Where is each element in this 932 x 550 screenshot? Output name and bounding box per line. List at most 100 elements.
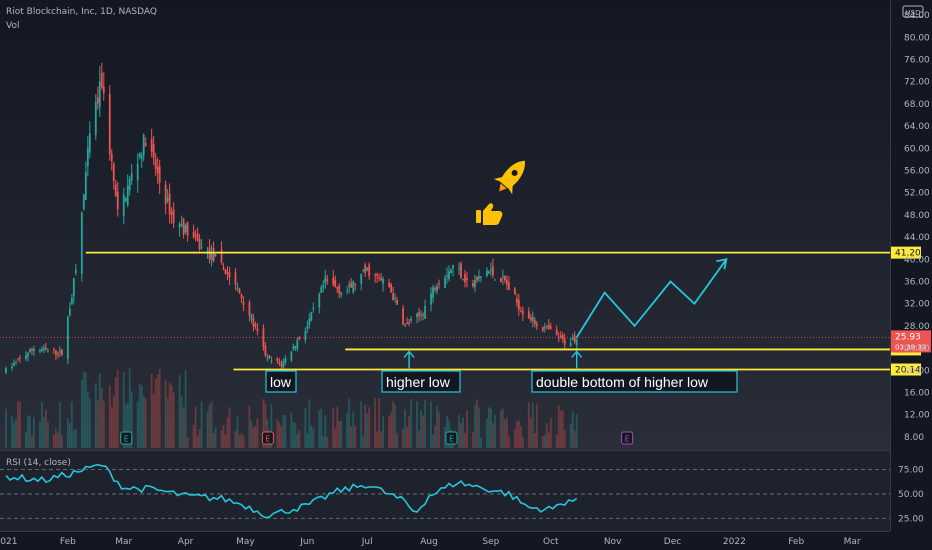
candle-body: [474, 279, 476, 288]
y-tick-label: 24.00: [904, 344, 930, 354]
candle-body: [436, 286, 438, 291]
volume-bar: [84, 372, 87, 448]
candle-body: [47, 350, 49, 352]
candle-body: [513, 288, 516, 295]
volume-bar: [208, 405, 211, 448]
volume-bar: [340, 420, 343, 448]
volume-bar: [324, 415, 327, 448]
volume-bar: [390, 412, 393, 448]
candle-body: [41, 349, 43, 352]
volume-bar: [252, 428, 255, 448]
volume-bar: [43, 417, 45, 448]
volume-bar: [168, 382, 171, 448]
candle-body: [74, 269, 77, 274]
volume-bar: [490, 408, 492, 448]
candle-body: [66, 317, 69, 360]
candle-body: [432, 287, 434, 298]
earnings-marker-label: E: [625, 435, 630, 444]
hline-badge-label: 20.14: [895, 366, 921, 376]
candle-body: [450, 269, 452, 274]
volume-bar: [270, 403, 273, 448]
price-axis[interactable]: 84.00 80.00 76.00 72.00 68.00 64.00 60.00 56.00…: [904, 11, 930, 443]
candle-body: [142, 134, 145, 156]
volume-bar: [184, 370, 187, 448]
candle-body: [224, 269, 227, 275]
candle-body: [122, 194, 125, 217]
volume-bar: [364, 404, 367, 448]
annotation-higher-low[interactable]: higher low: [381, 370, 461, 393]
volume-bar: [60, 434, 63, 448]
y-tick-label: 72.00: [904, 78, 930, 88]
currency-badge[interactable]: USD: [902, 5, 924, 18]
candle-body: [488, 271, 490, 274]
volume-bar: [486, 418, 488, 448]
candle-body: [464, 274, 466, 283]
projection-path[interactable]: [403, 258, 728, 370]
projection-line: [575, 258, 728, 338]
last-price-badge: [891, 330, 931, 353]
x-tick-label: Mar: [115, 537, 132, 547]
candle-body: [136, 163, 139, 181]
countdown-label: 03:39:39: [895, 343, 926, 351]
candle-body: [476, 276, 478, 281]
candle-body: [96, 97, 99, 104]
volume-bar: [503, 419, 506, 448]
candle-body: [84, 172, 87, 200]
rsi-indicator: 75.00 50.00 25.00: [0, 463, 924, 524]
time-axis[interactable]: 2021 Feb Mar Apr May Jun Jul Aug Sep Oct Nov Dec 202…: [0, 537, 861, 547]
volume-bar: [531, 402, 534, 448]
volume-bar: [420, 410, 422, 448]
annotation-double-bottom[interactable]: double bottom of higher low: [531, 370, 738, 393]
rsi-pane-background: [0, 451, 890, 531]
annotation-low[interactable]: low: [265, 370, 297, 393]
candle-body: [448, 271, 450, 280]
volume-bar: [282, 415, 285, 448]
volume-bar: [31, 435, 33, 448]
candlesticks: [5, 62, 578, 375]
volume-bar: [298, 429, 301, 448]
volume-bar: [54, 429, 57, 448]
volume-bar: [507, 436, 510, 448]
x-tick-label: Apr: [178, 537, 194, 547]
candle-body: [178, 224, 181, 228]
y-tick-label: 52.00: [904, 189, 930, 199]
candle-body: [138, 153, 141, 157]
volume-bar: [332, 408, 335, 448]
volume-bar: [404, 409, 406, 448]
volume-bar: [13, 423, 15, 448]
volume-bar: [515, 421, 518, 448]
candle-body: [460, 263, 462, 278]
volume-bar: [276, 419, 279, 448]
candle-body: [472, 283, 474, 287]
volume-bar: [122, 372, 125, 448]
up-arrow: [571, 350, 583, 370]
x-tick-label: Sep: [482, 537, 499, 547]
candle-body: [334, 280, 337, 287]
candle-body: [220, 249, 223, 263]
volume-bar: [462, 417, 464, 448]
volume-bar: [112, 396, 115, 448]
volume-bar: [196, 436, 199, 448]
candle-body: [186, 222, 189, 236]
hline-badge-label: 41.20: [895, 249, 921, 259]
volume-bar: [27, 415, 29, 448]
volume-bar: [569, 423, 572, 448]
candle-body: [214, 254, 217, 257]
y-tick-label: 68.00: [904, 100, 930, 110]
volume-bar: [464, 432, 466, 448]
candle-body: [312, 307, 315, 309]
volume-bar: [256, 418, 259, 448]
candle-body: [549, 326, 552, 329]
volume-bar: [396, 433, 399, 448]
candle-body: [362, 269, 365, 272]
candle-body: [234, 272, 237, 285]
volume-bar: [128, 368, 131, 448]
symbol-title: Riot Blockchain, Inc, 1D, NASDAQ: [6, 7, 157, 17]
volume-bar: [517, 420, 520, 448]
candle-body: [438, 283, 440, 285]
volume-bar: [352, 411, 355, 448]
